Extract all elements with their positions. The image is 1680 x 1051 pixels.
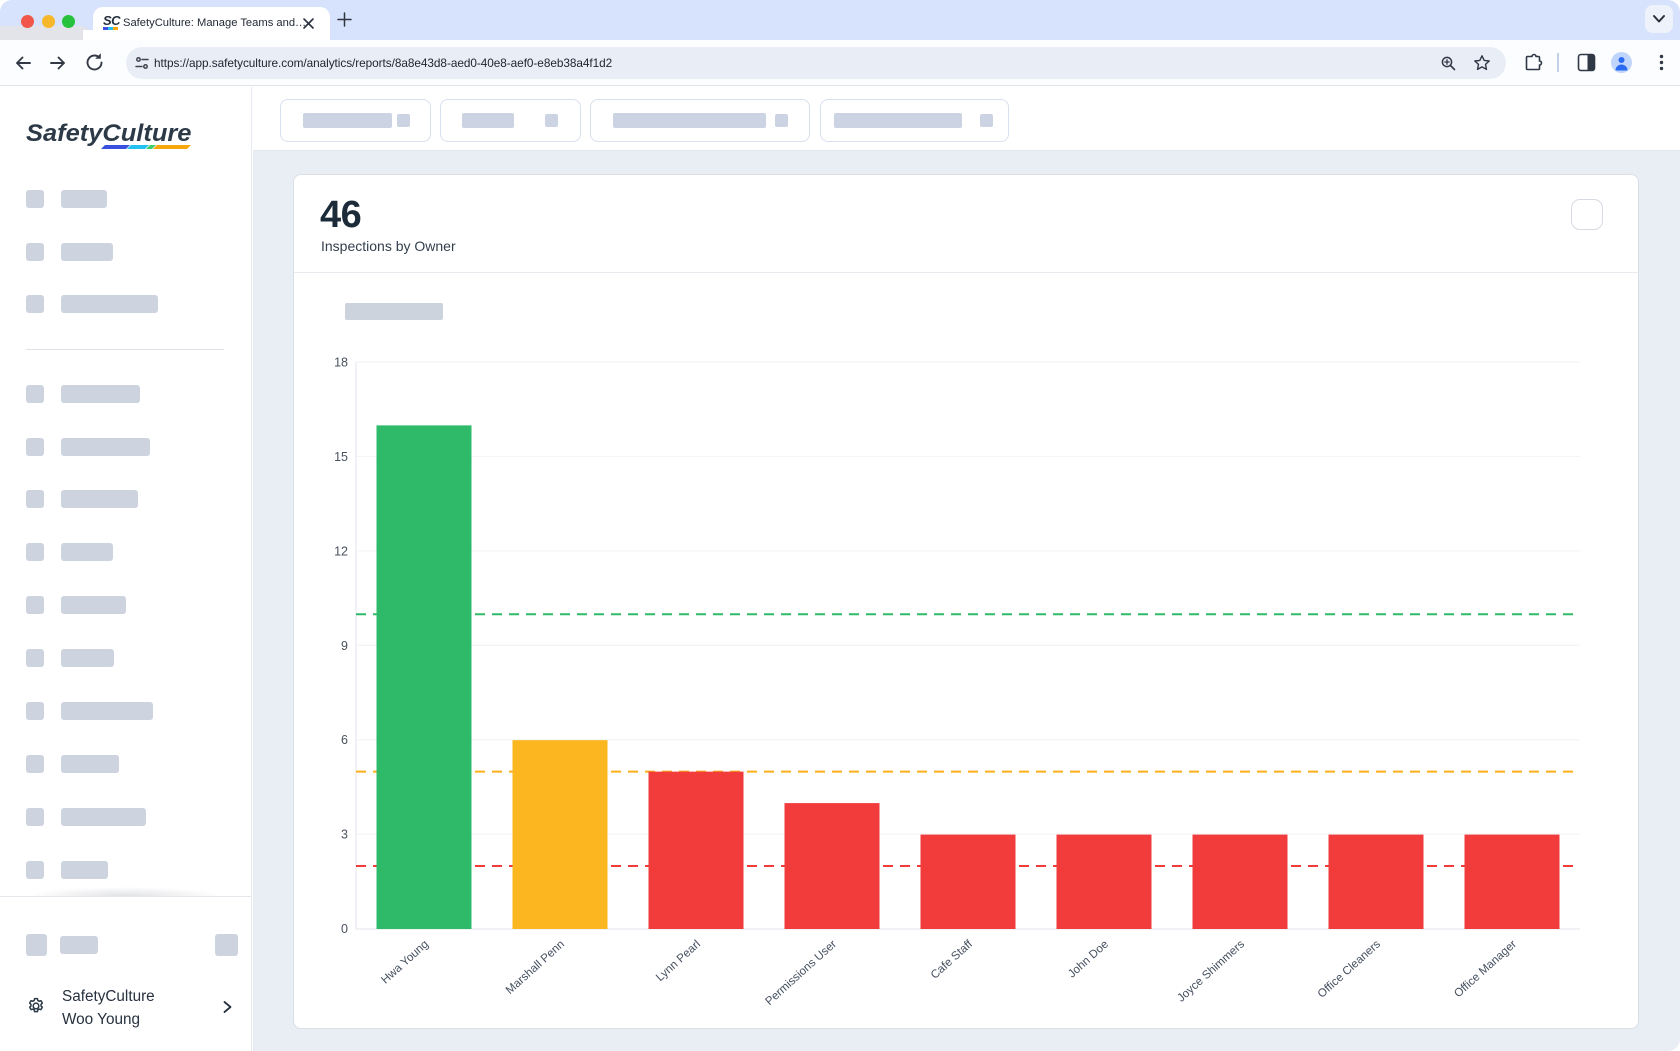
- svg-text:3: 3: [341, 828, 348, 842]
- svg-text:12: 12: [334, 544, 348, 558]
- svg-text:Permissions User: Permissions User: [763, 937, 839, 1008]
- svg-text:Lynn Pearl: Lynn Pearl: [653, 938, 703, 984]
- svg-text:6: 6: [341, 733, 348, 747]
- svg-text:John Doe: John Doe: [1065, 938, 1111, 981]
- svg-text:18: 18: [334, 356, 348, 370]
- svg-text:Marshall Penn: Marshall Penn: [503, 938, 567, 997]
- svg-text:0: 0: [341, 922, 348, 936]
- svg-text:Office Manager: Office Manager: [1452, 937, 1520, 1000]
- svg-text:9: 9: [341, 639, 348, 653]
- svg-text:Hwa Young: Hwa Young: [379, 938, 431, 987]
- svg-text:15: 15: [334, 450, 348, 464]
- svg-text:Office Cleaners: Office Cleaners: [1315, 937, 1383, 1000]
- svg-text:Joyce Shimmers: Joyce Shimmers: [1175, 937, 1248, 1004]
- svg-text:Cafe Staff: Cafe Staff: [928, 937, 975, 982]
